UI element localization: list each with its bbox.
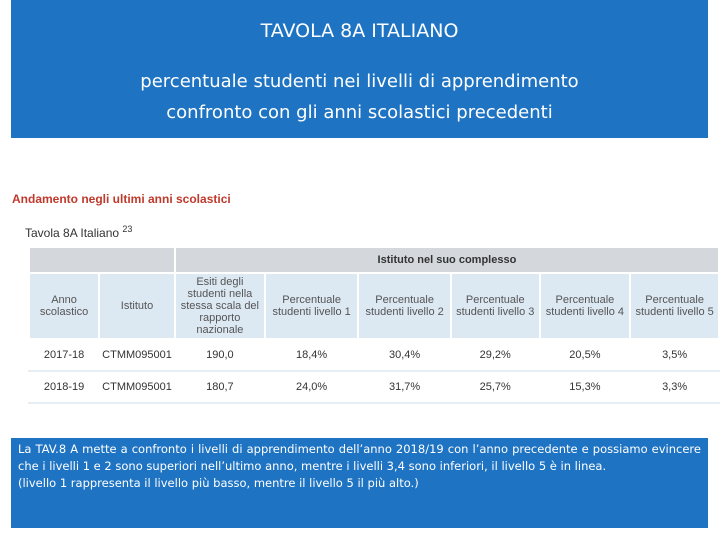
cell: 2017-18	[27, 338, 101, 372]
cell: 20,5%	[538, 338, 632, 372]
cell: 18,4%	[263, 338, 360, 372]
cell: 29,2%	[449, 338, 541, 372]
column-header: Percentuale studenti livello 2	[357, 272, 452, 340]
cell: 3,5%	[629, 338, 720, 372]
title: TAVOLA 8A ITALIANO	[260, 20, 459, 42]
data-row: 2018-19 CTMM095001 180,7 24,0% 31,7% 25,7% 15,…	[27, 370, 720, 404]
note: 23	[122, 224, 133, 234]
cell: 31,7%	[357, 370, 452, 404]
cell: 25,7%	[449, 370, 541, 404]
column-header: Percentuale studenti livello 5	[629, 272, 720, 340]
cell: CTMM095001	[98, 338, 176, 372]
cell: 2018-19	[27, 370, 101, 404]
column-header: Istituto	[98, 272, 176, 340]
cell: 180,7	[173, 370, 266, 404]
table: Istituto nel suo complesso Anno scolastic…	[27, 246, 720, 404]
column-header: Esiti degli studenti nella stessa scala …	[173, 272, 266, 340]
cell: 24,0%	[263, 370, 360, 404]
data-row: 2017-18 CTMM095001 190,0 18,4% 30,4% 29,2% 20,…	[27, 338, 720, 372]
paragraph: La TAV.8 A mette a confronto i livelli d…	[18, 442, 701, 473]
cell: 15,3%	[538, 370, 632, 404]
cell: 190,0	[173, 338, 266, 372]
table-title: Tavola 8A Italiano 23	[25, 224, 132, 240]
cell: 3,3%	[629, 370, 720, 404]
paragraph: (livello 1 rappresenta il livello più ba…	[18, 476, 419, 490]
section-title: Andamento negli ultimi anni scolastici	[12, 192, 231, 206]
column-header: Percentuale studenti livello 1	[263, 272, 360, 340]
column-header: Anno scolastico	[27, 272, 101, 340]
column-header: Percentuale studenti livello 3	[449, 272, 541, 340]
column-header: Percentuale studenti livello 4	[538, 272, 632, 340]
group-header: Istituto nel suo complesso	[173, 246, 720, 274]
spacer	[28, 246, 176, 274]
table-title-text: Tavola 8A Italiano	[25, 226, 120, 240]
cell: CTMM095001	[98, 370, 176, 404]
group-row: Istituto nel suo complesso	[28, 246, 720, 274]
cell: 30,4%	[357, 338, 452, 372]
header-row: Anno scolastico Istituto Esiti degli stude…	[27, 272, 720, 340]
header-box: TAVOLA 8A ITALIANO percentuale studenti …	[11, 0, 708, 138]
comment-box: La TAV.8 A mette a confronto i livelli d…	[11, 438, 708, 528]
subtitle: percentuale studenti nei livelli di appr…	[140, 71, 579, 92]
subtitle: confronto con gli anni scolastici preced…	[166, 102, 553, 123]
